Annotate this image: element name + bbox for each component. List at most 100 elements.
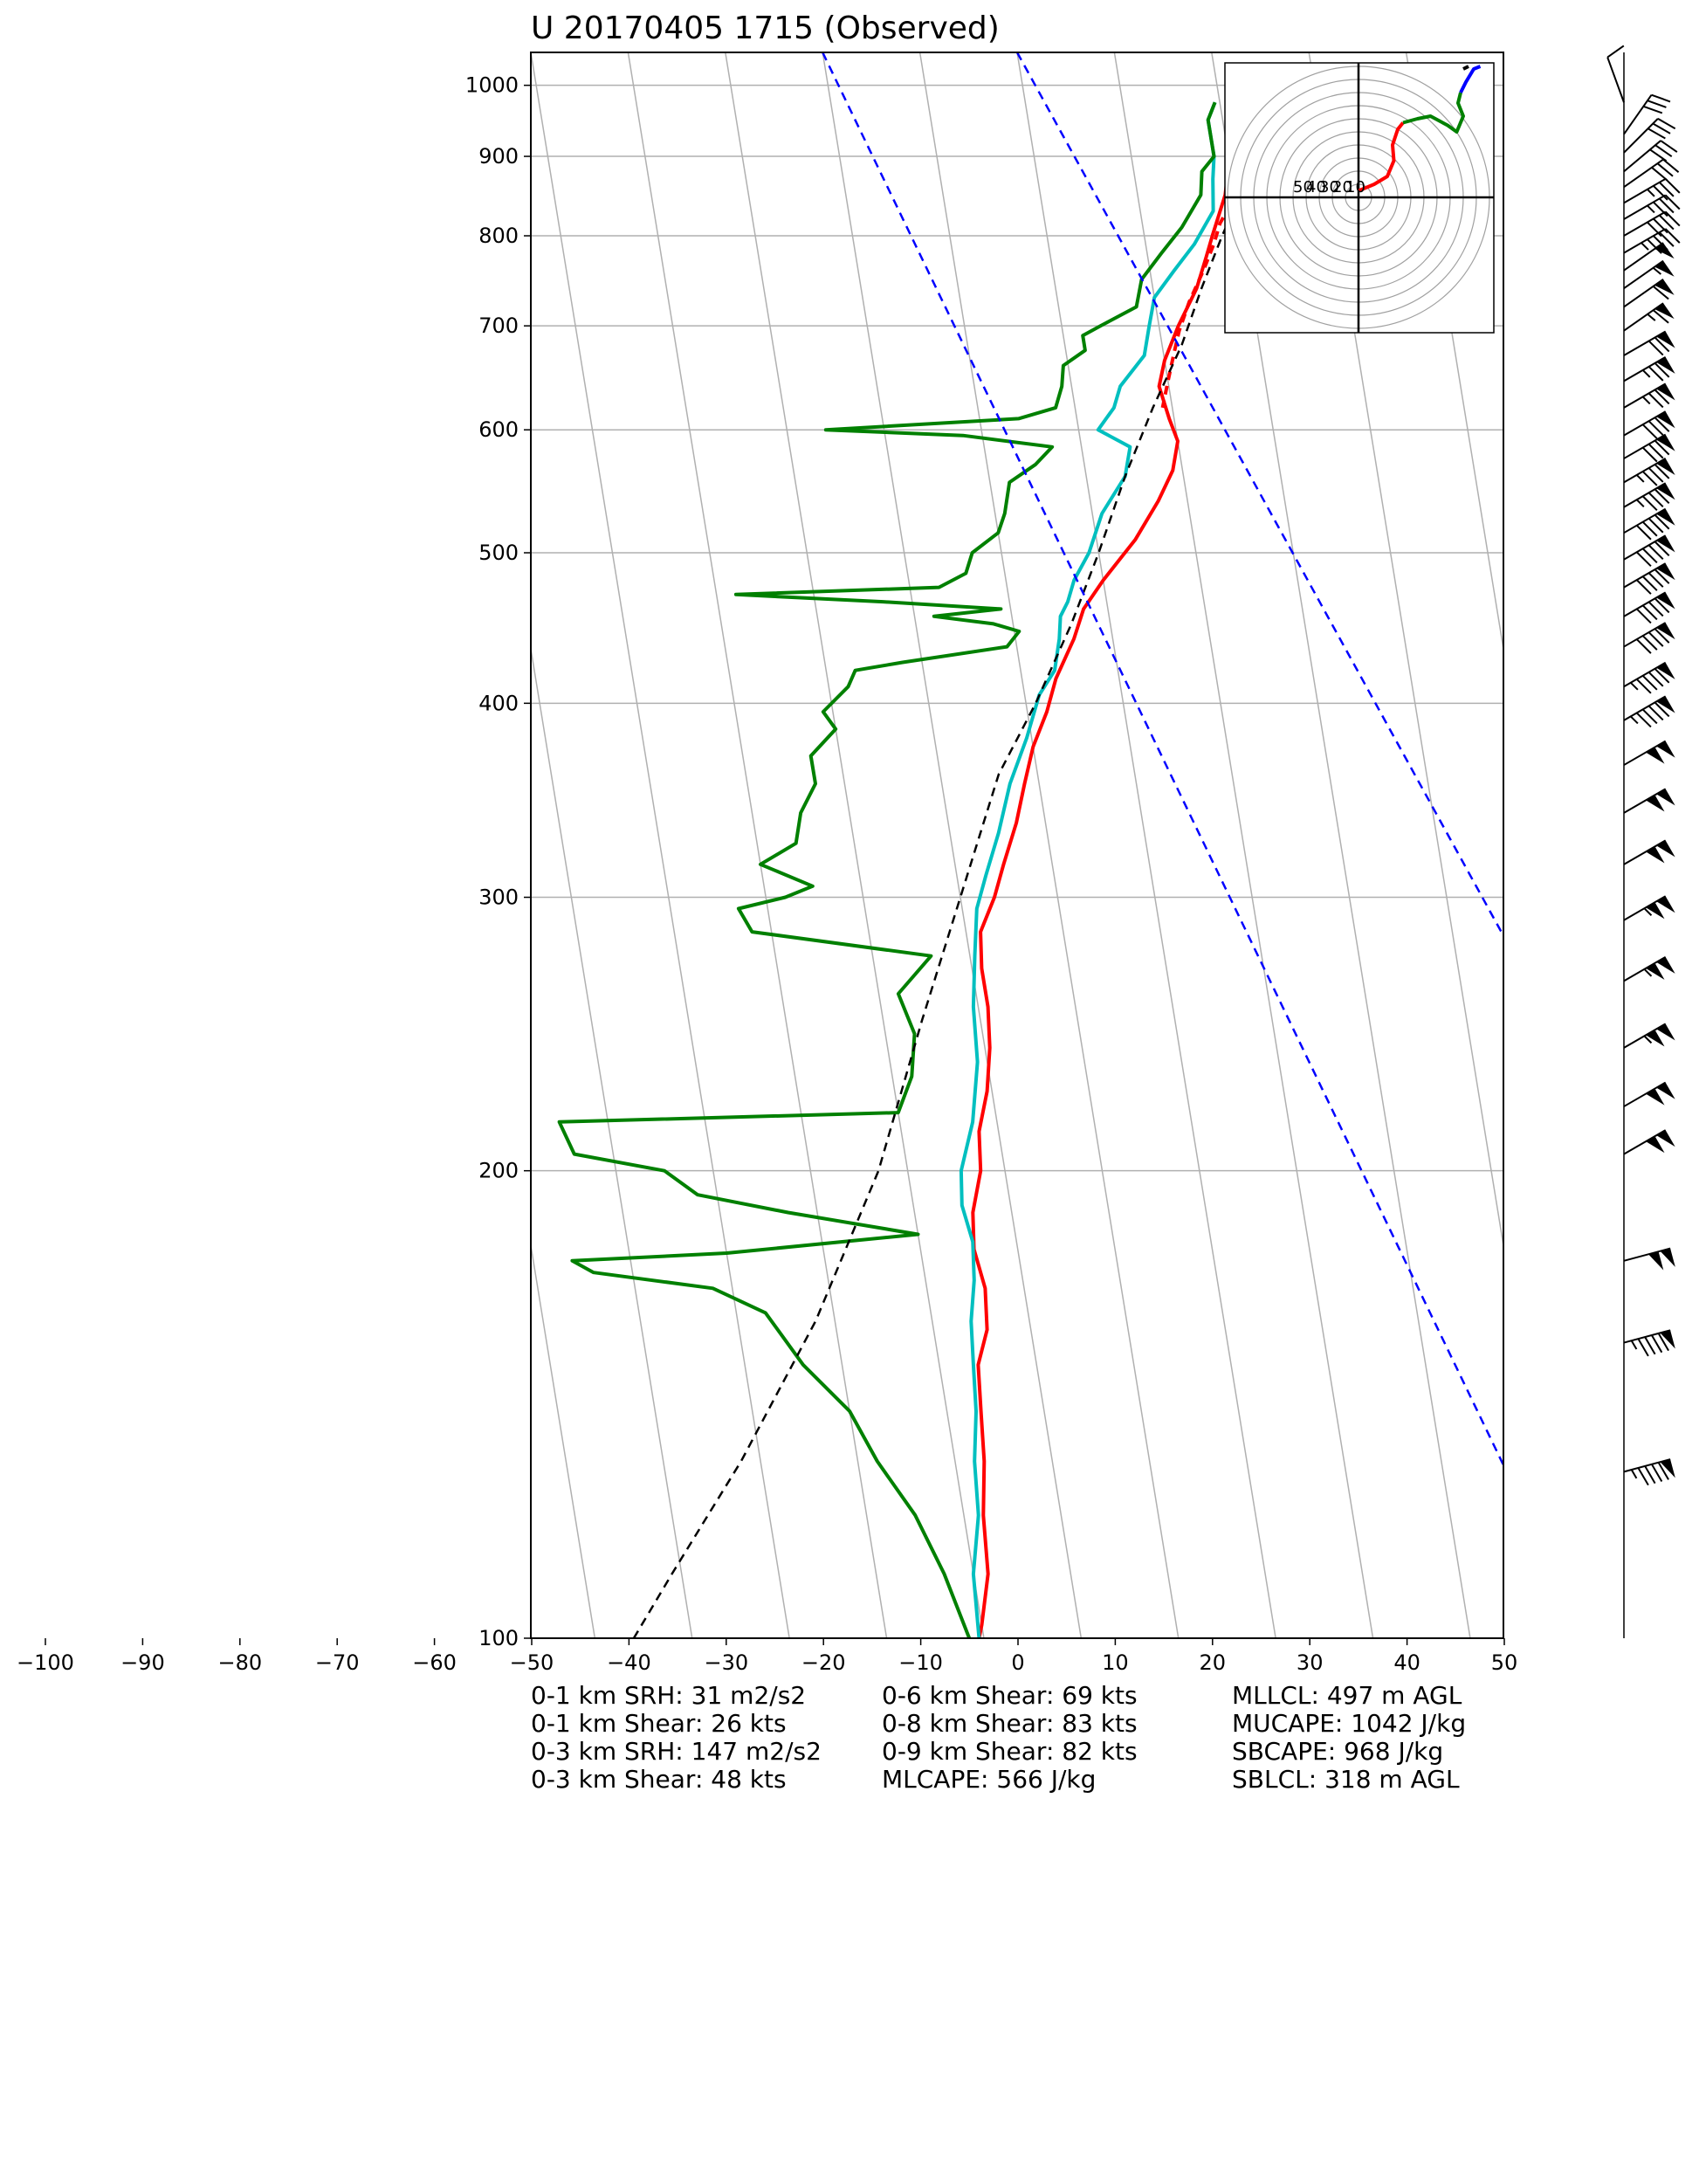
- wind-barb: [1623, 562, 1675, 595]
- wind-barb: [1623, 410, 1675, 439]
- wind-barb: [1623, 661, 1675, 694]
- wind-barb: [1623, 279, 1675, 308]
- hodograph-trace: [1459, 65, 1482, 93]
- isotherm-gridline: [141, 52, 400, 1638]
- chart-title: U 20170405 1715 (Observed): [531, 10, 1000, 46]
- wind-barb: [1623, 895, 1675, 921]
- y-axis-ticks: 100 200 300 400 500 600 700 800 900 1000: [465, 73, 531, 1650]
- wind-barb: [1606, 45, 1625, 103]
- isotherm-gridline: [918, 52, 1180, 1638]
- wind-barb: [1623, 1129, 1675, 1155]
- wind-barb: [1623, 382, 1675, 409]
- x-tick-label: −30: [704, 1650, 748, 1675]
- stat-srh-0-3: 0-3 km SRH: 147 m2/s2: [531, 1737, 822, 1766]
- wind-barb: [1623, 458, 1675, 486]
- wind-barb: [1623, 330, 1675, 356]
- stat-shear-0-3: 0-3 km Shear: 48 kts: [531, 1765, 787, 1794]
- wind-barb: [1623, 482, 1675, 512]
- y-tick-label: 800: [478, 224, 519, 248]
- isotherm-gridline: [1113, 52, 1374, 1638]
- profile-line-2: [959, 101, 1217, 1638]
- grid-lines: [0, 52, 1699, 1638]
- wind-barb: [1623, 839, 1675, 865]
- x-tick-label: −40: [607, 1650, 651, 1675]
- y-tick-label: 600: [478, 417, 519, 442]
- isotherm-gridline: [0, 52, 206, 1638]
- x-tick-label: −50: [510, 1650, 554, 1675]
- isotherm-gridline: [239, 52, 498, 1638]
- hodograph-ring-label: 10: [1345, 178, 1365, 196]
- isotherm-gridline: [45, 52, 303, 1638]
- x-tick-label: 0: [1011, 1650, 1024, 1675]
- stats-column-1: 0-1 km SRH: 31 m2/s2 0-1 km Shear: 26 kt…: [531, 1682, 822, 1794]
- wind-barb: [1623, 355, 1675, 382]
- profile-line-6: [1015, 52, 1503, 939]
- isotherm-gridline: [627, 52, 888, 1638]
- wind-barb: [1623, 591, 1675, 624]
- isotherm-gridline: [531, 644, 693, 1638]
- x-tick-label: −80: [217, 1650, 262, 1675]
- stat-shear-0-6: 0-6 km Shear: 69 kts: [882, 1681, 1138, 1710]
- wind-barb: [1623, 118, 1676, 154]
- wind-barb: [1623, 695, 1675, 728]
- wind-barb: [1623, 622, 1675, 654]
- stat-mlcape: MLCAPE: 566 J/kg: [882, 1765, 1097, 1794]
- wind-barb: [1623, 158, 1680, 188]
- wind-barb: [1623, 1081, 1675, 1107]
- wind-barb: [1623, 242, 1675, 272]
- wind-barb: [1623, 1329, 1675, 1357]
- x-tick-label: 20: [1200, 1650, 1227, 1675]
- isotherm-gridline: [531, 1241, 596, 1638]
- y-tick-label: 400: [478, 691, 519, 715]
- x-tick-label: 40: [1393, 1650, 1420, 1675]
- x-tick-label: −90: [120, 1650, 165, 1675]
- stat-shear-0-1: 0-1 km Shear: 26 kts: [531, 1709, 787, 1738]
- wind-barb: [1623, 228, 1681, 254]
- y-tick-label: 700: [478, 313, 519, 338]
- isotherm-gridline: [0, 52, 11, 1638]
- isotherm-gridline: [725, 52, 985, 1638]
- x-tick-label: −70: [315, 1650, 360, 1675]
- y-tick-label: 200: [478, 1159, 519, 1183]
- hodograph-ring-label: 30: [1319, 178, 1339, 196]
- wind-barb: [1623, 210, 1681, 238]
- isotherm-gridline: [0, 52, 108, 1638]
- wind-barb: [1623, 302, 1675, 332]
- stats-column-3: MLLCL: 497 m AGL MUCAPE: 1042 J/kg SBCAP…: [1232, 1682, 1466, 1794]
- y-tick-label: 100: [478, 1626, 519, 1650]
- wind-barb: [1623, 1247, 1675, 1271]
- x-axis-ticks: −100 −90 −80 −70 −60 −50 −40 −30 −20 −10 0 10 20 30 40…: [17, 1638, 1517, 1675]
- wind-barb: [1623, 534, 1675, 568]
- wind-barb: [1623, 259, 1675, 290]
- stat-mucape: MUCAPE: 1042 J/kg: [1232, 1709, 1467, 1738]
- wind-barb: [1623, 740, 1675, 766]
- wind-barb: [1623, 433, 1675, 463]
- y-tick-label: 1000: [465, 73, 519, 98]
- hodograph-trace: [1462, 65, 1469, 71]
- wind-barbs: [1606, 45, 1681, 1638]
- isotherm-gridline: [531, 52, 790, 1638]
- stat-mllcl: MLLCL: 497 m AGL: [1232, 1681, 1462, 1710]
- wind-barb: [1623, 177, 1681, 204]
- wind-barb: [1623, 93, 1671, 135]
- x-tick-label: −100: [17, 1650, 74, 1675]
- wind-barb: [1623, 955, 1675, 982]
- hodograph-trace: [1358, 121, 1405, 193]
- x-tick-label: 50: [1491, 1650, 1518, 1675]
- isotherm-gridline: [1016, 52, 1276, 1638]
- isotherm-gridline: [1600, 52, 1699, 1638]
- profile-line-0: [971, 101, 1242, 1638]
- stat-sblcl: SBLCL: 318 m AGL: [1232, 1765, 1460, 1794]
- hodograph-ring-label: 20: [1332, 178, 1352, 196]
- y-tick-label: 300: [478, 885, 519, 910]
- wind-barb: [1623, 1458, 1675, 1486]
- stat-srh-0-1: 0-1 km SRH: 31 m2/s2: [531, 1681, 807, 1710]
- hodograph-plot: [1225, 63, 1494, 333]
- wind-barb: [1623, 507, 1675, 541]
- profile-line-3: [557, 101, 1217, 1638]
- hodograph-trace: [1402, 92, 1465, 134]
- wind-barb: [1623, 788, 1675, 814]
- stat-shear-0-9: 0-9 km Shear: 82 kts: [882, 1737, 1138, 1766]
